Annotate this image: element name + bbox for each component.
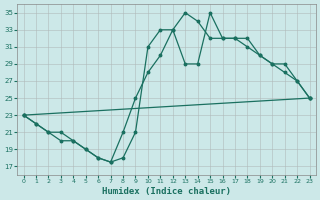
X-axis label: Humidex (Indice chaleur): Humidex (Indice chaleur): [102, 187, 231, 196]
